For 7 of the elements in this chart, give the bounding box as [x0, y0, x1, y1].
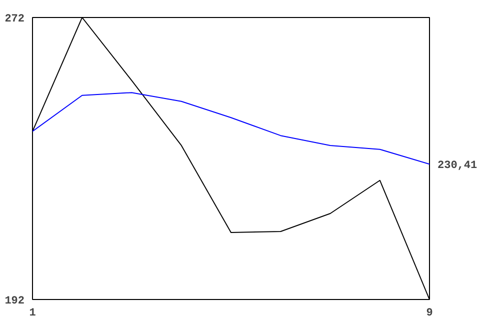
line-series	[32, 92, 430, 165]
y-tick-label: 272	[4, 14, 25, 26]
x-tick-label: 1	[29, 308, 36, 320]
annotation: 230,41	[438, 160, 478, 172]
x-tick-label: 9	[426, 308, 433, 320]
y-tick-label: 192	[4, 296, 25, 308]
line-series	[32, 18, 430, 300]
